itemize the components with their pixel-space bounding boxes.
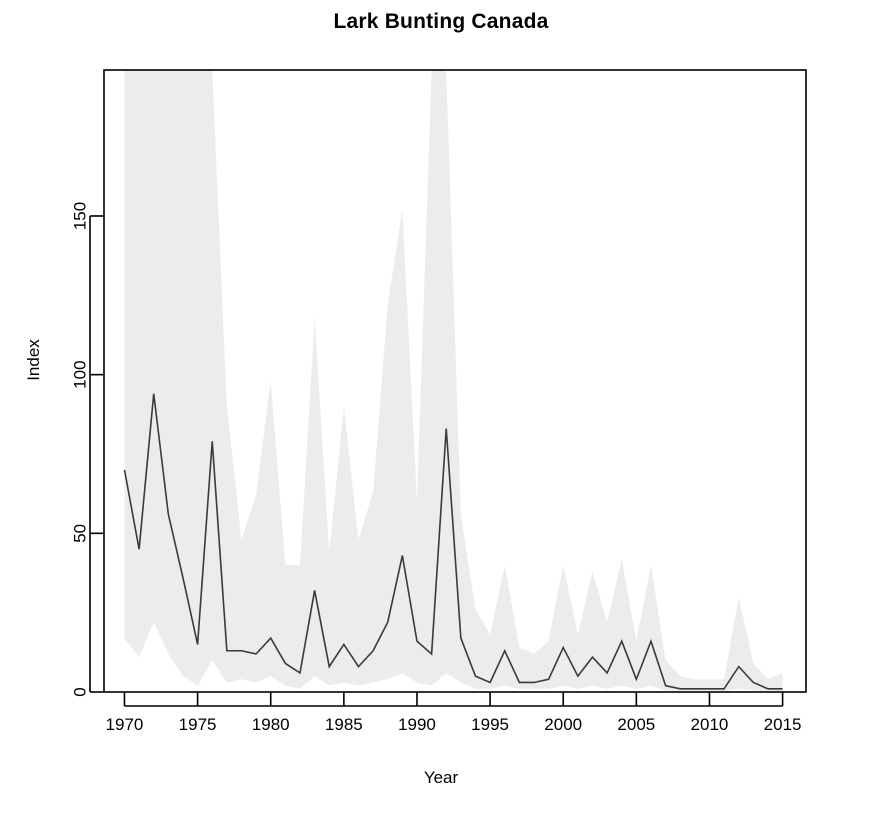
y-axis-title: Index xyxy=(24,339,43,381)
x-axis-title: Year xyxy=(423,768,459,787)
plot-frame xyxy=(103,69,807,693)
x-axis-tick-label: 1990 xyxy=(398,715,436,734)
y-axis-tick-label: 50 xyxy=(71,524,90,543)
credible-interval-band xyxy=(124,70,783,692)
x-axis-tick-label: 1970 xyxy=(106,715,144,734)
x-axis-tick-label: 1980 xyxy=(252,715,290,734)
x-axis-tick-label: 2005 xyxy=(617,715,655,734)
x-axis-tick-label: 1985 xyxy=(325,715,363,734)
y-axis-tick-label: 0 xyxy=(71,687,90,696)
page-title: Lark Bunting Canada xyxy=(333,10,549,33)
y-axis: 0 50 100 150 xyxy=(71,202,104,697)
x-axis-tick-label: 2010 xyxy=(691,715,729,734)
y-axis-tick-label: 150 xyxy=(71,202,90,230)
x-axis-tick-label: 2015 xyxy=(764,715,802,734)
index-line xyxy=(123,393,783,690)
y-axis-tick-label: 100 xyxy=(71,360,90,388)
x-axis-tick-label: 2000 xyxy=(544,715,582,734)
x-axis: 1970 1975 1980 1985 1990 1995 2000 2005 2010 2015 xyxy=(106,692,802,734)
x-axis-tick-label: 1995 xyxy=(471,715,509,734)
x-axis-tick-label: 1975 xyxy=(179,715,217,734)
